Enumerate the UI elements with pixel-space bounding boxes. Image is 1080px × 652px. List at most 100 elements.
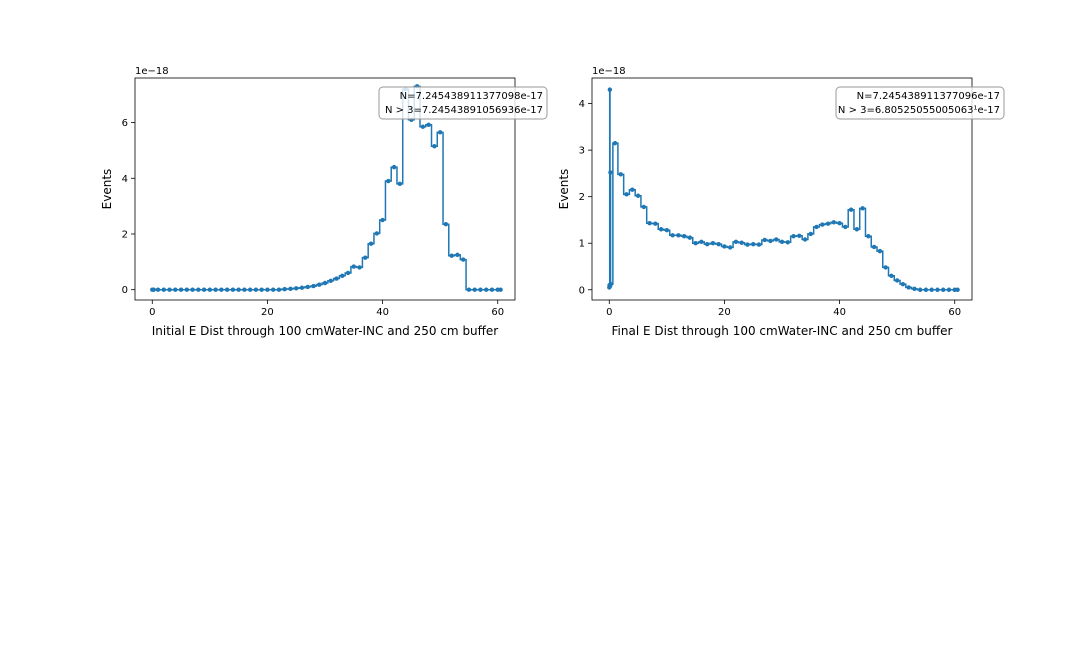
data-point bbox=[184, 287, 190, 292]
annotation-line: N > 3=6.80525055005063¹e-17 bbox=[838, 105, 1000, 116]
data-point bbox=[831, 220, 837, 225]
data-point bbox=[883, 265, 888, 270]
x-tick-label: 20 bbox=[718, 307, 731, 318]
data-point bbox=[624, 192, 629, 197]
data-point bbox=[484, 287, 489, 292]
y-tick-label: 0 bbox=[579, 285, 585, 296]
y-offset-label: 1e−18 bbox=[135, 66, 169, 77]
data-point bbox=[489, 287, 495, 292]
annotation-box bbox=[378, 86, 548, 120]
data-point bbox=[941, 287, 946, 292]
data-point bbox=[161, 287, 166, 292]
data-point bbox=[946, 287, 952, 292]
data-point bbox=[443, 222, 449, 227]
x-tick-label: 0 bbox=[606, 307, 612, 318]
data-point bbox=[917, 287, 923, 292]
x-tick-label: 60 bbox=[948, 307, 961, 318]
data-point bbox=[866, 234, 871, 239]
data-point bbox=[155, 287, 161, 292]
data-point bbox=[797, 233, 802, 238]
data-point bbox=[618, 172, 623, 177]
data-point bbox=[305, 284, 310, 290]
data-point bbox=[328, 278, 333, 283]
data-point bbox=[676, 233, 681, 238]
data-point bbox=[751, 241, 756, 247]
data-point bbox=[368, 241, 374, 246]
data-point bbox=[802, 237, 808, 242]
data-point bbox=[386, 178, 391, 184]
data-point bbox=[894, 278, 900, 283]
data-point bbox=[664, 227, 670, 233]
data-point bbox=[294, 286, 299, 291]
data-point bbox=[299, 285, 305, 290]
data-point bbox=[745, 242, 750, 247]
data-point bbox=[653, 221, 658, 226]
data-point bbox=[670, 233, 675, 238]
data-point bbox=[727, 245, 733, 250]
data-point bbox=[906, 285, 911, 290]
data-point bbox=[420, 124, 426, 129]
data-point bbox=[345, 270, 351, 276]
data-point bbox=[900, 281, 906, 287]
data-point bbox=[935, 287, 940, 292]
x-axis-label: Initial E Dist through 100 cmWater-INC a… bbox=[152, 324, 499, 338]
y-tick-label: 4 bbox=[122, 174, 128, 185]
data-point bbox=[397, 181, 403, 187]
data-point bbox=[437, 130, 443, 135]
data-point bbox=[871, 244, 877, 250]
data-point bbox=[955, 287, 960, 292]
data-point bbox=[929, 287, 934, 292]
y-tick-label: 2 bbox=[579, 192, 585, 203]
data-point bbox=[351, 264, 356, 269]
data-point bbox=[213, 287, 218, 292]
data-point bbox=[151, 287, 156, 292]
data-point bbox=[733, 239, 739, 245]
data-point bbox=[710, 241, 716, 246]
data-point bbox=[455, 252, 460, 258]
data-point bbox=[311, 283, 316, 289]
data-point bbox=[848, 207, 854, 212]
x-tick-label: 0 bbox=[149, 307, 155, 318]
chart-panel-2: 0 20 40 60 0 1 2 3 4 1e−18 Final E Dist through 10… bbox=[557, 66, 1005, 338]
data-point bbox=[647, 221, 652, 226]
data-point bbox=[357, 265, 362, 270]
data-point bbox=[785, 240, 790, 245]
data-point bbox=[854, 227, 860, 232]
y-tick-label: 4 bbox=[579, 99, 585, 110]
data-point bbox=[860, 206, 865, 211]
data-point bbox=[224, 287, 230, 292]
y-tick-label: 2 bbox=[122, 229, 128, 240]
annotation-box bbox=[835, 86, 1005, 120]
data-point bbox=[687, 235, 693, 240]
x-axis-label: Final E Dist through 100 cmWater-INC and… bbox=[612, 324, 953, 338]
x-tick-label: 40 bbox=[376, 307, 389, 318]
data-point bbox=[449, 253, 454, 258]
axes-frame bbox=[591, 77, 973, 301]
annotation-line: N=7.245438911377096e-17 bbox=[857, 91, 1000, 102]
y-tick-label: 3 bbox=[579, 146, 585, 157]
annotation-line: N > 3=7.24543891056936e-17 bbox=[385, 105, 543, 116]
data-point bbox=[282, 286, 287, 292]
data-point bbox=[236, 287, 241, 292]
data-point bbox=[814, 224, 819, 230]
data-point bbox=[259, 287, 264, 292]
data-point bbox=[779, 239, 785, 245]
axes-frame bbox=[134, 77, 516, 301]
data-point bbox=[762, 237, 767, 243]
data-point bbox=[190, 287, 195, 292]
data-point bbox=[716, 241, 721, 247]
data-point bbox=[825, 221, 831, 226]
data-point bbox=[317, 282, 322, 287]
data-point bbox=[334, 276, 339, 281]
data-point bbox=[923, 287, 929, 292]
data-point bbox=[253, 287, 259, 292]
data-point bbox=[426, 122, 431, 127]
data-point bbox=[739, 240, 744, 245]
data-point bbox=[270, 287, 276, 292]
data-point bbox=[196, 287, 201, 292]
x-tick-label: 40 bbox=[833, 307, 846, 318]
data-point bbox=[219, 287, 224, 292]
data-point bbox=[791, 234, 796, 239]
x-tick-label: 20 bbox=[261, 307, 274, 318]
